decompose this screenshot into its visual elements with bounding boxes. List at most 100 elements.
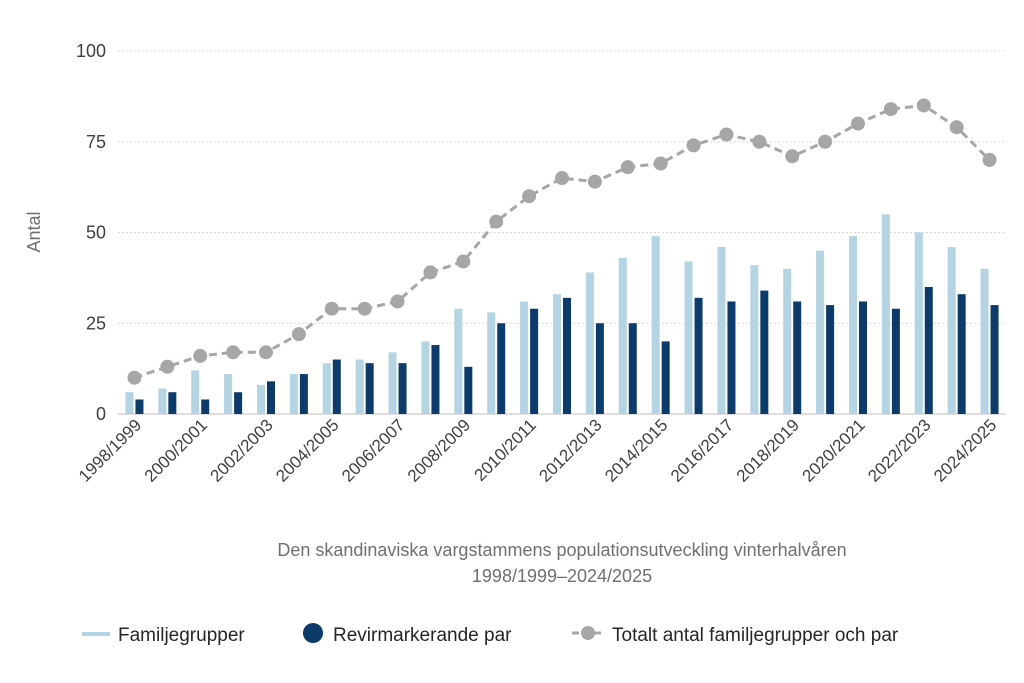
point-totalt-2006/2007 <box>390 294 405 309</box>
y-tick-label-50: 50 <box>86 223 106 243</box>
y-tick-label-75: 75 <box>86 132 106 152</box>
bar-familjegrupper-2003/2004 <box>289 374 298 414</box>
bar-familjegrupper-2024/2025 <box>980 268 989 414</box>
bar-revirmarkerande-par-2023/2024 <box>957 294 966 414</box>
point-totalt-2024/2025 <box>982 152 997 167</box>
bar-revirmarkerande-par-2007/2008 <box>431 345 440 414</box>
bars <box>125 214 999 414</box>
legend-swatch-totalt-marker <box>581 626 595 640</box>
x-tick-label-2014/2015: 2014/2015 <box>601 415 671 485</box>
line-totalt <box>133 103 991 380</box>
x-tick-label-2010/2011: 2010/2011 <box>471 415 540 484</box>
point-totalt-2019/2020 <box>818 134 833 149</box>
bar-familjegrupper-2017/2018 <box>750 265 759 414</box>
x-tick-label-2016/2017: 2016/2017 <box>667 415 737 485</box>
x-tick-label-2018/2019: 2018/2019 <box>733 415 803 485</box>
bar-revirmarkerande-par-2003/2004 <box>299 374 308 414</box>
bar-familjegrupper-2010/2011 <box>520 301 529 414</box>
point-totalt-2021/2022 <box>883 102 898 117</box>
x-tick-labels: 1998/19992000/20012002/20032004/20052006… <box>75 415 1000 485</box>
x-tick-label-1998/1999: 1998/1999 <box>75 415 145 485</box>
x-axis-label-line-1: Den skandinaviska vargstammens populatio… <box>277 540 846 560</box>
bar-familjegrupper-2021/2022 <box>881 214 890 414</box>
bar-familjegrupper-2020/2021 <box>849 236 857 414</box>
bar-familjegrupper-2008/2009 <box>454 308 463 414</box>
point-totalt-1999/2000 <box>160 359 175 374</box>
point-totalt-2017/2018 <box>752 134 767 149</box>
point-totalt-2020/2021 <box>851 116 865 131</box>
bar-revirmarkerande-par-2001/2002 <box>234 392 243 414</box>
point-totalt-2015/2016 <box>686 138 701 153</box>
bar-revirmarkerande-par-2002/2003 <box>267 381 275 414</box>
bar-familjegrupper-2023/2024 <box>947 247 956 414</box>
point-totalt-2012/2013 <box>587 174 602 189</box>
bar-familjegrupper-2012/2013 <box>585 272 594 414</box>
point-totalt-2008/2009 <box>456 254 471 269</box>
bar-revirmarkerande-par-2011/2012 <box>563 297 571 414</box>
bar-familjegrupper-2007/2008 <box>421 341 430 414</box>
bar-revirmarkerande-par-2021/2022 <box>891 308 900 414</box>
legend-label-totalt: Totalt antal familjegrupper och par <box>612 625 899 646</box>
x-tick-label-2006/2007: 2006/2007 <box>338 415 408 485</box>
bar-familjegrupper-1999/2000 <box>158 388 167 414</box>
bar-revirmarkerande-par-2012/2013 <box>595 323 604 414</box>
point-totalt-2002/2003 <box>259 345 273 360</box>
point-totalt-2005/2006 <box>357 301 372 316</box>
bar-familjegrupper-2015/2016 <box>684 261 693 414</box>
legend-swatch-revirmarkerande-par <box>303 623 323 643</box>
gridlines <box>118 50 1006 415</box>
bar-revirmarkerande-par-2022/2023 <box>924 286 933 414</box>
x-axis-label-line-2: 1998/1999–2024/2025 <box>472 566 652 586</box>
legend-label-familjegrupper: Familjegrupper <box>118 625 245 646</box>
y-tick-label-100: 100 <box>76 41 106 61</box>
point-totalt-2011/2012 <box>555 171 569 186</box>
x-tick-label-2022/2023: 2022/2023 <box>864 415 934 485</box>
point-totalt-2013/2014 <box>620 160 635 175</box>
point-totalt-2000/2001 <box>193 348 208 363</box>
bar-revirmarkerande-par-1998/1999 <box>135 399 144 414</box>
point-totalt-2001/2002 <box>226 345 241 360</box>
point-totalt-2009/2010 <box>489 214 504 229</box>
point-totalt-2010/2011 <box>522 189 537 204</box>
total-line <box>127 98 997 385</box>
point-totalt-2018/2019 <box>785 149 800 164</box>
point-totalt-1998/1999 <box>127 370 142 385</box>
bar-familjegrupper-2009/2010 <box>487 312 496 414</box>
bar-familjegrupper-2000/2001 <box>191 370 200 414</box>
bar-familjegrupper-2016/2017 <box>717 247 726 414</box>
y-tick-label-0: 0 <box>96 404 106 424</box>
y-axis-label: Antal <box>24 211 44 252</box>
bar-revirmarkerande-par-2017/2018 <box>760 290 769 414</box>
bar-familjegrupper-2018/2019 <box>783 268 792 414</box>
bar-familjegrupper-2002/2003 <box>257 384 265 414</box>
bar-revirmarkerande-par-2008/2009 <box>464 366 473 414</box>
bar-familjegrupper-1998/1999 <box>125 392 134 414</box>
bar-familjegrupper-2014/2015 <box>651 236 660 414</box>
bar-revirmarkerande-par-2013/2014 <box>628 323 637 414</box>
point-totalt-2007/2008 <box>423 265 438 280</box>
x-tick-label-2020/2021: 2020/2021 <box>799 415 869 485</box>
legend: Familjegrupper Revirmarkerande par Total… <box>82 623 899 646</box>
bar-revirmarkerande-par-2020/2021 <box>859 301 867 414</box>
bar-revirmarkerande-par-1999/2000 <box>168 392 177 414</box>
point-totalt-2014/2015 <box>653 156 668 171</box>
bar-revirmarkerande-par-2018/2019 <box>793 301 802 414</box>
point-totalt-2004/2005 <box>324 301 339 316</box>
y-tick-labels: 0 25 50 75 100 <box>76 41 106 424</box>
bar-familjegrupper-2019/2020 <box>816 250 825 414</box>
bar-revirmarkerande-par-2016/2017 <box>727 301 736 414</box>
bar-revirmarkerande-par-2006/2007 <box>398 363 407 414</box>
bar-revirmarkerande-par-2004/2005 <box>332 359 341 414</box>
bar-revirmarkerande-par-2009/2010 <box>497 323 506 414</box>
y-tick-label-25: 25 <box>86 313 106 333</box>
bar-revirmarkerande-par-2019/2020 <box>826 305 835 414</box>
bar-familjegrupper-2005/2006 <box>355 359 364 414</box>
point-totalt-2023/2024 <box>949 120 964 135</box>
bar-familjegrupper-2022/2023 <box>914 232 923 414</box>
point-totalt-2016/2017 <box>719 127 734 142</box>
point-totalt-2003/2004 <box>291 327 306 342</box>
x-tick-label-2000/2001: 2000/2001 <box>141 415 211 485</box>
bar-familjegrupper-2004/2005 <box>322 363 331 414</box>
bar-familjegrupper-2001/2002 <box>224 374 233 414</box>
